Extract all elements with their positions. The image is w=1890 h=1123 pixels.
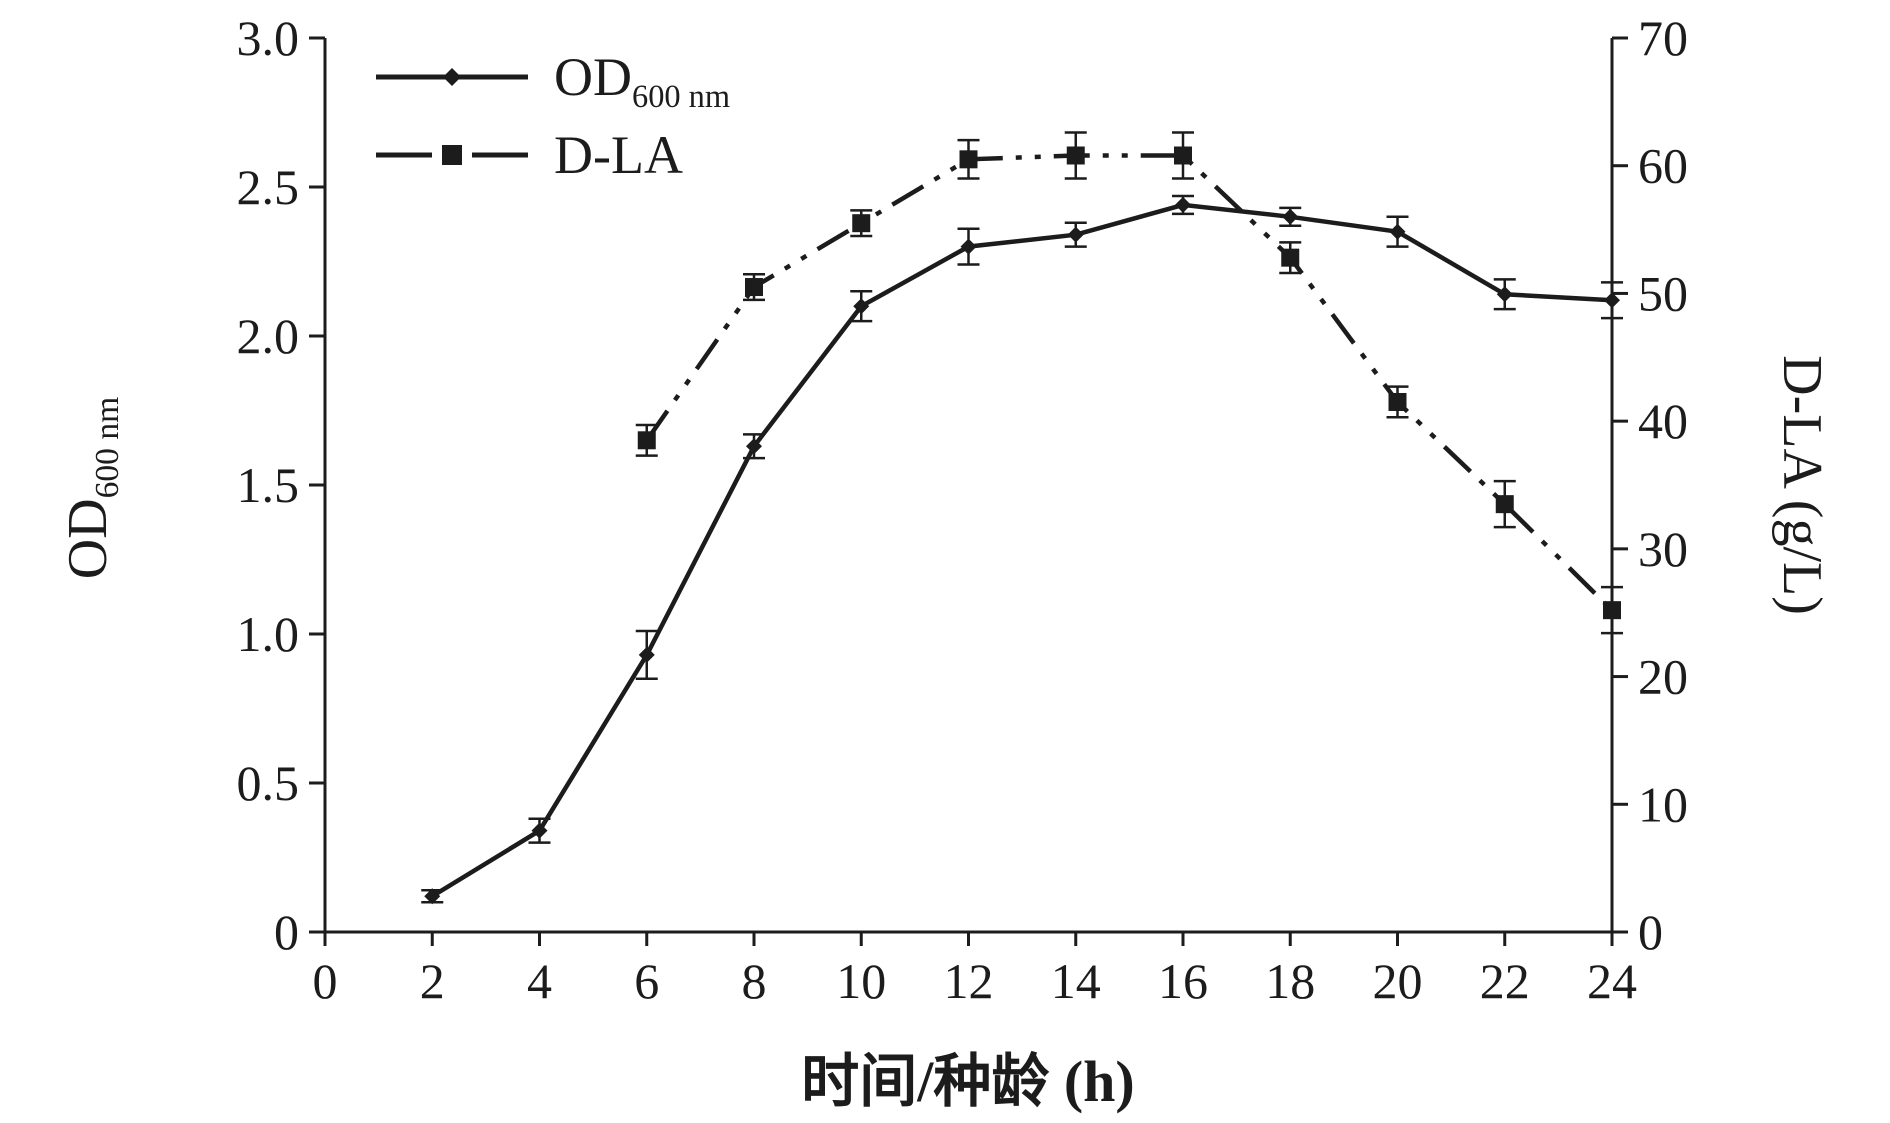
series-d-la bbox=[635, 131, 1623, 635]
left-axis-tick-label: 3.0 bbox=[237, 10, 300, 66]
x-axis-tick-label: 24 bbox=[1587, 953, 1637, 1009]
left-axis-tick-label: 1.5 bbox=[237, 457, 300, 513]
x-axis-tick-label: 4 bbox=[527, 953, 552, 1009]
left-axis-tick-label: 2.5 bbox=[237, 159, 300, 215]
diamond-marker-icon bbox=[638, 646, 655, 663]
diamond-marker-icon bbox=[1175, 196, 1191, 213]
x-axis-tick-label: 16 bbox=[1158, 953, 1208, 1009]
x-axis-tick-label: 18 bbox=[1265, 953, 1315, 1009]
diamond-marker-icon bbox=[960, 238, 977, 255]
square-marker-icon bbox=[1495, 495, 1514, 514]
legend-label-dla: D-LA bbox=[554, 124, 683, 186]
diamond-marker-icon bbox=[1067, 226, 1084, 243]
x-axis-tick-label: 12 bbox=[944, 953, 994, 1009]
y-axis-label-left-main: OD bbox=[57, 498, 119, 580]
x-axis-tick-label: 22 bbox=[1480, 953, 1530, 1009]
legend: OD600 nm D-LA bbox=[372, 38, 730, 194]
right-axis-tick-label: 20 bbox=[1638, 649, 1688, 705]
y-axis-label-right: D-LA (g/L) bbox=[1771, 355, 1833, 615]
diamond-marker-icon bbox=[1282, 208, 1299, 225]
right-axis-tick-label: 30 bbox=[1638, 521, 1688, 577]
right-axis-tick-label: 70 bbox=[1638, 10, 1688, 66]
legend-label-dla-main: D-LA bbox=[554, 125, 683, 185]
legend-item-od600: OD600 nm bbox=[372, 38, 730, 116]
y-axis-label-left: OD600 nm bbox=[56, 397, 126, 580]
legend-label-od600: OD600 nm bbox=[554, 46, 730, 113]
left-axis-tick-label: 0 bbox=[274, 904, 299, 960]
x-axis-label: 时间/种龄 (h) bbox=[801, 1049, 1135, 1114]
square-marker-icon bbox=[852, 214, 871, 233]
x-axis-tick-label: 6 bbox=[634, 953, 659, 1009]
legend-label-od600-main: OD bbox=[554, 47, 632, 107]
square-marker-icon bbox=[745, 278, 763, 297]
legend-item-dla: D-LA bbox=[372, 116, 730, 194]
diamond-marker-icon bbox=[746, 438, 762, 455]
y-axis-label-left-sub: 600 nm bbox=[89, 396, 127, 499]
x-axis-tick-label: 20 bbox=[1373, 953, 1423, 1009]
diamond-marker-icon bbox=[853, 298, 870, 315]
series-od600nm bbox=[421, 194, 1623, 905]
square-marker-icon bbox=[1388, 392, 1407, 411]
left-axis-tick-label: 2.0 bbox=[237, 308, 300, 364]
right-axis-tick-label: 10 bbox=[1638, 776, 1688, 832]
x-axis-tick-label: 10 bbox=[836, 953, 886, 1009]
diamond-marker-icon bbox=[1496, 286, 1513, 303]
legend-solid-line-diamond-marker-icon bbox=[376, 68, 528, 86]
diamond-marker-icon bbox=[424, 888, 441, 905]
right-axis-tick-label: 60 bbox=[1638, 138, 1688, 194]
series-line-d-la bbox=[644, 153, 1614, 612]
x-axis-tick-label: 0 bbox=[313, 953, 338, 1009]
diamond-marker-icon bbox=[531, 822, 548, 839]
square-marker-icon bbox=[959, 150, 978, 169]
left-axis-tick-label: 0.5 bbox=[237, 755, 300, 811]
diamond-marker-icon bbox=[1389, 223, 1406, 240]
square-marker-icon bbox=[1281, 248, 1300, 267]
left-axis-tick-label: 1.0 bbox=[237, 606, 300, 662]
right-axis-tick-label: 40 bbox=[1638, 393, 1688, 449]
x-axis-tick-label: 2 bbox=[420, 953, 445, 1009]
right-axis-tick-label: 50 bbox=[1638, 265, 1688, 321]
square-marker-icon bbox=[1066, 146, 1085, 165]
right-axis-tick-label: 0 bbox=[1638, 904, 1663, 960]
error-bars-d-la bbox=[635, 131, 1623, 635]
x-axis-tick-label: 14 bbox=[1051, 953, 1101, 1009]
series-markers-od600nm bbox=[424, 196, 1620, 905]
axis-ticks bbox=[309, 36, 1628, 946]
x-axis-tick-label: 8 bbox=[742, 953, 767, 1009]
error-bars-od600nm bbox=[421, 194, 1623, 904]
square-marker-icon bbox=[1174, 146, 1192, 165]
legend-dashed-line-square-marker-icon bbox=[376, 145, 528, 165]
square-marker-icon bbox=[1603, 601, 1621, 620]
series-markers-d-la bbox=[637, 146, 1621, 620]
square-marker-icon bbox=[637, 431, 656, 450]
series-line-od600nm bbox=[431, 202, 1613, 899]
legend-label-od600-sub: 600 nm bbox=[632, 78, 731, 115]
diamond-marker-icon bbox=[1604, 292, 1620, 309]
